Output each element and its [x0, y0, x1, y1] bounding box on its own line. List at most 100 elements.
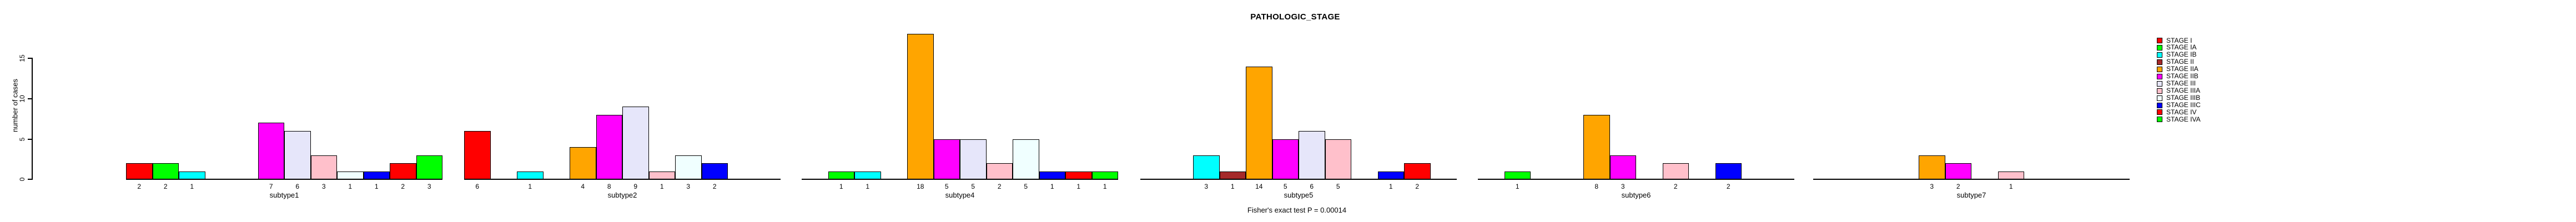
legend-label-stage-iva: STAGE IVA — [2166, 115, 2201, 123]
legend-item-stage-ii: STAGE II — [2157, 58, 2194, 66]
bar-subtype2-stage-iib — [596, 114, 622, 180]
bar-value-label-subtype1-stage-i: 2 — [137, 183, 142, 190]
bar-value-label-subtype2-stage-iiib: 3 — [686, 183, 691, 190]
bar-subtype1-stage-ia — [152, 163, 179, 180]
bar-value-label-subtype5-stage-iib: 5 — [1283, 183, 1287, 190]
legend-item-stage-iia: STAGE IIA — [2157, 65, 2198, 73]
bar-subtype4-stage-ib — [854, 171, 881, 180]
bar-subtype4-stage-ia — [828, 171, 854, 180]
bar-value-label-subtype1-stage-iiic: 1 — [374, 183, 379, 190]
bar-subtype1-stage-iiib — [337, 171, 364, 180]
legend-label-stage-iii: STAGE III — [2166, 79, 2196, 88]
bar-subtype2-stage-iiib — [675, 155, 702, 180]
bar-subtype1-stage-iva — [416, 155, 442, 180]
legend-swatch-stage-iiib — [2157, 95, 2162, 101]
legend-swatch-stage-ib — [2157, 52, 2162, 58]
bar-value-label-subtype5-stage-iii: 6 — [1310, 183, 1314, 190]
bar-value-label-subtype4-stage-iv: 1 — [1076, 183, 1081, 190]
bar-subtype1-stage-iv — [390, 163, 416, 180]
y-axis-label: number of cases — [11, 78, 19, 133]
bar-subtype2-stage-iiia — [648, 171, 675, 180]
y-tick-label-5: 5 — [18, 137, 26, 141]
bar-value-label-subtype4-stage-iii: 5 — [971, 183, 975, 190]
bar-subtype4-stage-iiib — [1013, 139, 1039, 180]
bar-subtype6-stage-iiia — [1662, 163, 1689, 180]
bar-subtype4-stage-iv — [1065, 171, 1092, 180]
bar-value-label-subtype4-stage-iva: 1 — [1103, 183, 1107, 190]
group-baseline-subtype7 — [1813, 179, 2130, 180]
legend-swatch-stage-iiic — [2157, 102, 2162, 108]
bar-subtype7-stage-iib — [1945, 163, 1971, 180]
bar-value-label-subtype1-stage-iiib: 1 — [348, 183, 353, 190]
bar-subtype1-stage-iib — [258, 123, 284, 180]
legend-label-stage-iib: STAGE IIB — [2166, 72, 2198, 80]
group-baseline-subtype6 — [1478, 179, 1794, 180]
bar-subtype6-stage-iia — [1583, 114, 1610, 180]
bar-value-label-subtype4-stage-ib: 1 — [866, 183, 870, 190]
legend-label-stage-iiic: STAGE IIIC — [2166, 101, 2201, 109]
group-label-subtype1: subtype1 — [269, 191, 299, 199]
bar-value-label-subtype4-stage-iia: 18 — [917, 183, 924, 190]
legend-label-stage-iiib: STAGE IIIB — [2166, 94, 2201, 102]
bar-subtype1-stage-iiia — [310, 155, 337, 180]
legend-item-stage-iiic: STAGE IIIC — [2157, 102, 2201, 108]
bar-value-label-subtype5-stage-ib: 3 — [1204, 183, 1209, 190]
bar-subtype2-stage-i — [464, 131, 491, 180]
bar-value-label-subtype1-stage-ib: 1 — [190, 183, 194, 190]
bar-value-label-subtype2-stage-iii: 9 — [633, 183, 638, 190]
bar-value-label-subtype1-stage-iva: 3 — [427, 183, 431, 190]
bar-value-label-subtype2-stage-iia: 4 — [581, 183, 585, 190]
bar-value-label-subtype4-stage-iib: 5 — [944, 183, 949, 190]
y-tick-label-10: 10 — [18, 95, 26, 103]
bar-value-label-subtype2-stage-i: 6 — [475, 183, 480, 190]
bar-subtype4-stage-iib — [933, 139, 960, 180]
legend-swatch-stage-ia — [2157, 44, 2162, 51]
caption: Fisher's exact test P = 0.00014 — [1247, 206, 1347, 214]
legend-label-stage-ii: STAGE II — [2166, 58, 2194, 66]
legend-item-stage-iiib: STAGE IIIB — [2157, 94, 2201, 102]
bar-value-label-subtype1-stage-iiia: 3 — [321, 183, 326, 190]
y-tick-mark-5 — [28, 138, 32, 140]
bar-subtype4-stage-iva — [1091, 171, 1118, 180]
bar-value-label-subtype7-stage-iiia: 1 — [2009, 183, 2013, 190]
group-label-subtype5: subtype5 — [1284, 191, 1314, 199]
bar-subtype4-stage-iia — [907, 34, 934, 180]
bar-value-label-subtype4-stage-iiic: 1 — [1050, 183, 1054, 190]
bar-subtype4-stage-iiic — [1039, 171, 1065, 180]
legend-swatch-stage-iib — [2157, 73, 2162, 79]
bar-subtype5-stage-iii — [1299, 131, 1325, 180]
bar-subtype5-stage-iia — [1246, 66, 1272, 180]
legend-label-stage-iia: STAGE IIA — [2166, 65, 2198, 73]
group-label-subtype6: subtype6 — [1621, 191, 1651, 199]
bar-subtype5-stage-ib — [1193, 155, 1220, 180]
bar-value-label-subtype5-stage-iiia: 5 — [1336, 183, 1340, 190]
bar-subtype2-stage-iiic — [701, 163, 728, 180]
bar-subtype5-stage-iib — [1272, 139, 1299, 180]
legend-item-stage-i: STAGE I — [2157, 36, 2192, 44]
legend-swatch-stage-iia — [2157, 66, 2162, 72]
bar-subtype2-stage-ib — [517, 171, 544, 180]
bar-subtype7-stage-iia — [1919, 155, 1945, 180]
legend-swatch-stage-i — [2157, 38, 2162, 43]
bar-value-label-subtype6-stage-ia: 1 — [1515, 183, 1520, 190]
legend-label-stage-iv: STAGE IV — [2166, 108, 2197, 116]
legend-item-stage-iiia: STAGE IIIA — [2157, 87, 2200, 94]
bar-value-label-subtype5-stage-iia: 14 — [1255, 183, 1263, 190]
bar-subtype1-stage-iii — [284, 131, 311, 180]
bar-value-label-subtype2-stage-iiic: 2 — [712, 183, 717, 190]
bar-value-label-subtype1-stage-iib: 7 — [269, 183, 273, 190]
bar-value-label-subtype2-stage-iib: 8 — [607, 183, 611, 190]
group-label-subtype2: subtype2 — [607, 191, 637, 199]
group-label-subtype7: subtype7 — [1956, 191, 1986, 199]
bar-value-label-subtype6-stage-iiic: 2 — [1726, 183, 1730, 190]
bar-value-label-subtype4-stage-iiib: 5 — [1024, 183, 1028, 190]
bar-subtype2-stage-iia — [570, 147, 596, 180]
bar-value-label-subtype5-stage-iiic: 1 — [1388, 183, 1393, 190]
y-tick-label-15: 15 — [18, 54, 26, 62]
bar-subtype1-stage-i — [126, 163, 153, 180]
legend-label-stage-i: STAGE I — [2166, 36, 2192, 44]
bar-value-label-subtype7-stage-iib: 2 — [1956, 183, 1960, 190]
legend-item-stage-iii: STAGE III — [2157, 80, 2196, 87]
legend-item-stage-ia: STAGE IA — [2157, 44, 2196, 51]
